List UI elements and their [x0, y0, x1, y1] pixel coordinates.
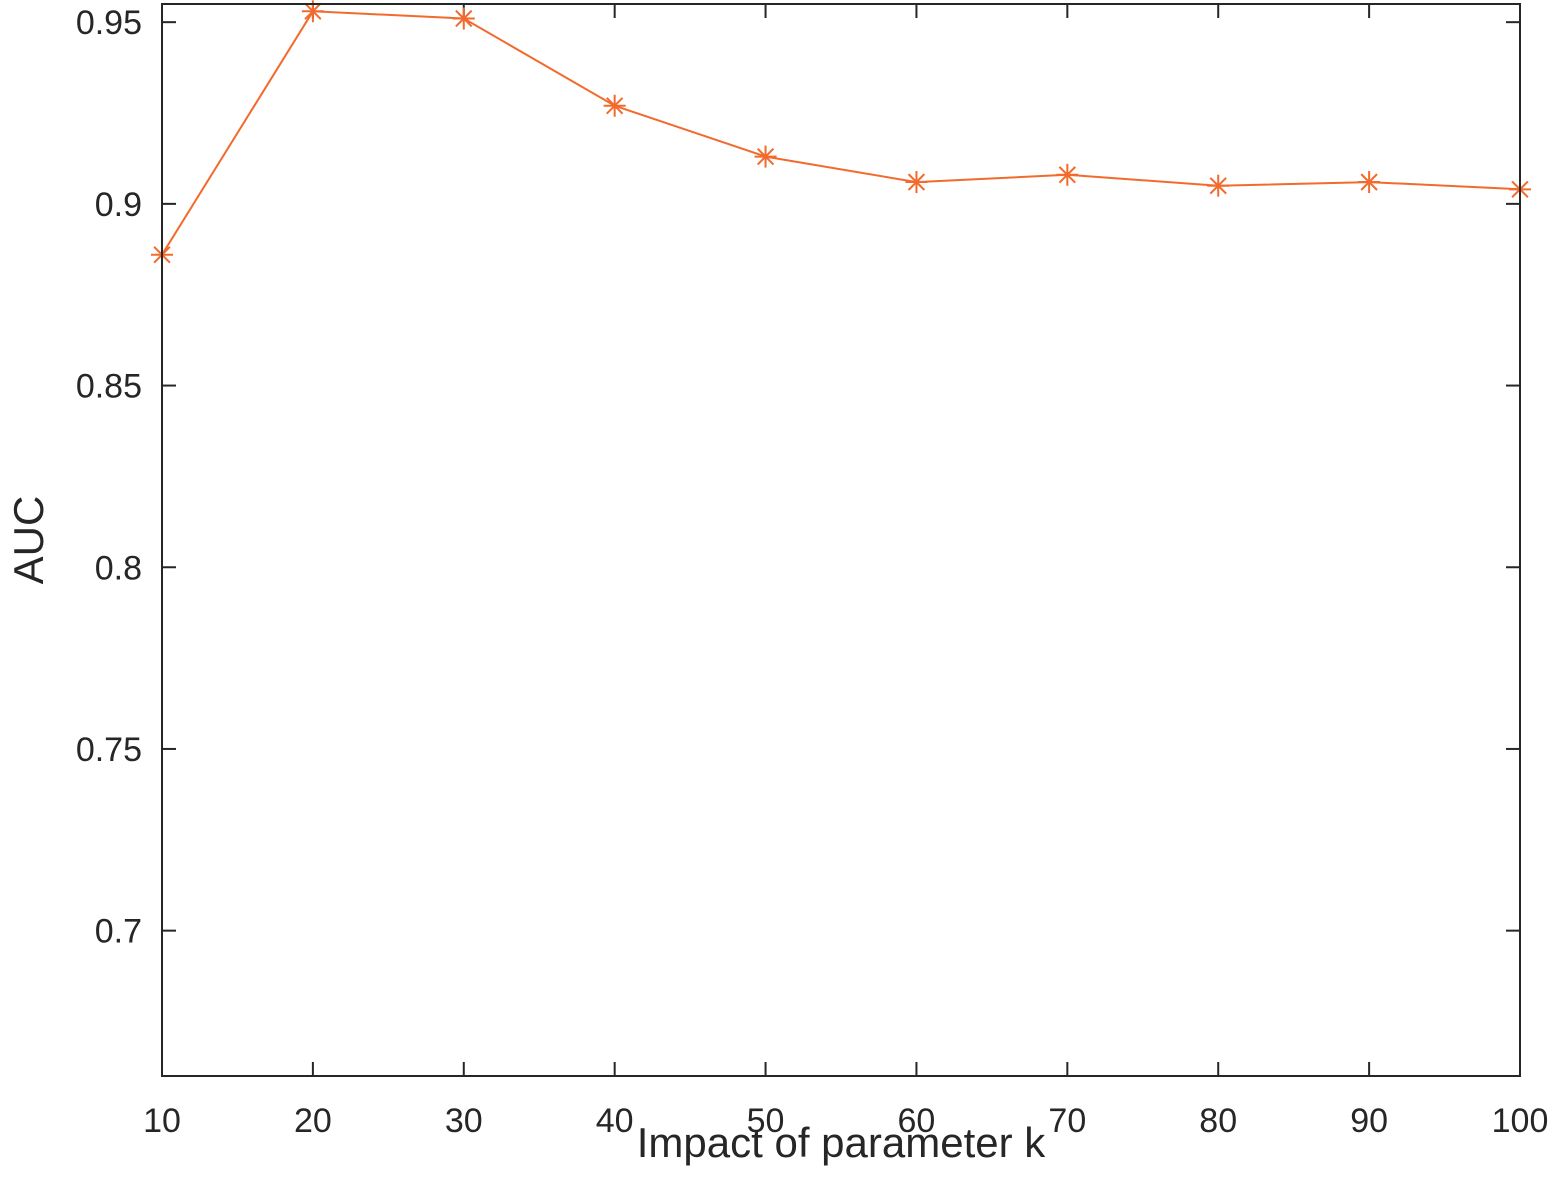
y-axis-label: AUC — [5, 496, 52, 585]
data-point-asterisk-marker — [1056, 163, 1079, 186]
x-tick-label: 30 — [445, 1102, 483, 1140]
y-tick-label: 0.9 — [95, 186, 142, 224]
y-tick-label: 0.95 — [76, 4, 142, 42]
x-tick-label: 60 — [898, 1102, 936, 1140]
x-tick-label: 20 — [294, 1102, 332, 1140]
x-tick-label: 100 — [1492, 1102, 1549, 1140]
x-tick-label: 10 — [143, 1102, 181, 1140]
data-point-asterisk-marker — [603, 94, 626, 117]
x-tick-label: 90 — [1350, 1102, 1388, 1140]
data-point-asterisk-marker — [301, 0, 324, 23]
x-axis-label: Impact of parameter k — [637, 1119, 1046, 1166]
axis-ticks — [161, 4, 1521, 1076]
data-point-asterisk-marker — [1207, 174, 1230, 197]
x-tick-labels: 10 20 30 40 50 60 70 80 90 100 — [143, 1102, 1548, 1140]
x-tick-label: 80 — [1199, 1102, 1237, 1140]
x-tick-label: 50 — [747, 1102, 785, 1140]
y-tick-label: 0.8 — [95, 549, 142, 587]
y-tick-labels: 0.7 0.75 0.8 0.85 0.9 0.95 — [76, 4, 142, 950]
y-tick-label: 0.85 — [76, 368, 142, 406]
y-tick-label: 0.75 — [76, 731, 142, 769]
data-series — [151, 0, 1531, 266]
series-line — [161, 10, 1521, 256]
plot-frame — [161, 3, 1521, 1077]
data-point-asterisk-marker — [452, 7, 475, 30]
x-tick-label: 40 — [596, 1102, 634, 1140]
x-tick-label: 70 — [1048, 1102, 1086, 1140]
y-tick-label: 0.7 — [95, 913, 142, 951]
data-point-asterisk-marker — [905, 171, 928, 194]
data-point-asterisk-marker — [754, 145, 777, 168]
data-point-asterisk-marker — [1358, 171, 1381, 194]
